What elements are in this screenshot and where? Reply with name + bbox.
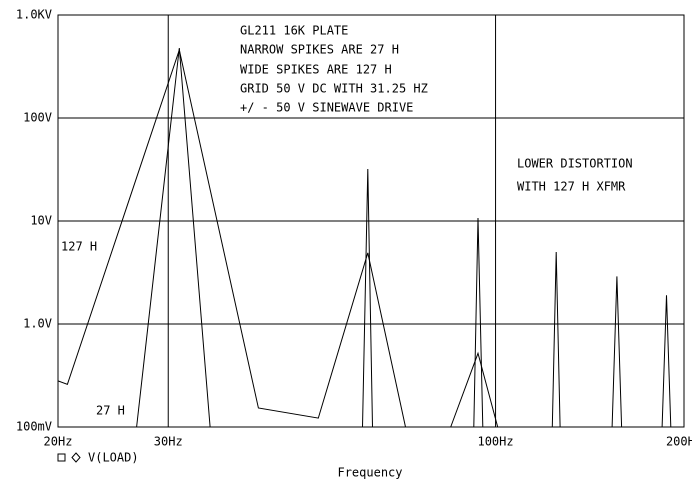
series-line	[551, 251, 561, 428]
annotation: WITH 127 H XFMR	[517, 180, 626, 194]
legend-label: V(LOAD)	[88, 451, 139, 465]
legend-square	[57, 453, 66, 462]
y-tick-label: 1.0V	[23, 317, 52, 331]
x-axis-label: Frequency	[337, 466, 402, 480]
y-tick-label: 1.0KV	[16, 8, 52, 22]
x-tick-label: 100Hz	[477, 435, 513, 449]
x-tick-label: 20Hz	[44, 435, 73, 449]
series-line	[661, 295, 672, 428]
series-label: 127 H	[61, 240, 97, 254]
y-tick-label: 10V	[30, 214, 52, 228]
annotation: GRID 50 V DC WITH 31.25 HZ	[240, 82, 428, 96]
series-line	[362, 168, 373, 428]
legend-diamond	[71, 452, 81, 463]
annotation: LOWER DISTORTION	[517, 157, 633, 171]
series-line	[450, 351, 499, 428]
y-tick-label: 100V	[23, 111, 52, 125]
series-line	[136, 47, 211, 428]
annotation: GL211 16K PLATE	[240, 24, 348, 38]
annotation: +/ - 50 V SINEWAVE DRIVE	[240, 101, 413, 115]
series-line	[473, 217, 484, 428]
annotation: NARROW SPIKES ARE 27 H	[240, 43, 399, 57]
y-tick-label: 100mV	[16, 420, 52, 434]
x-tick-label: 200Hz	[666, 435, 692, 449]
series-line	[611, 276, 623, 428]
annotation: WIDE SPIKES ARE 127 H	[240, 63, 392, 77]
series-label: 27 H	[96, 404, 125, 418]
series-line	[57, 48, 406, 428]
x-tick-label: 30Hz	[154, 435, 183, 449]
